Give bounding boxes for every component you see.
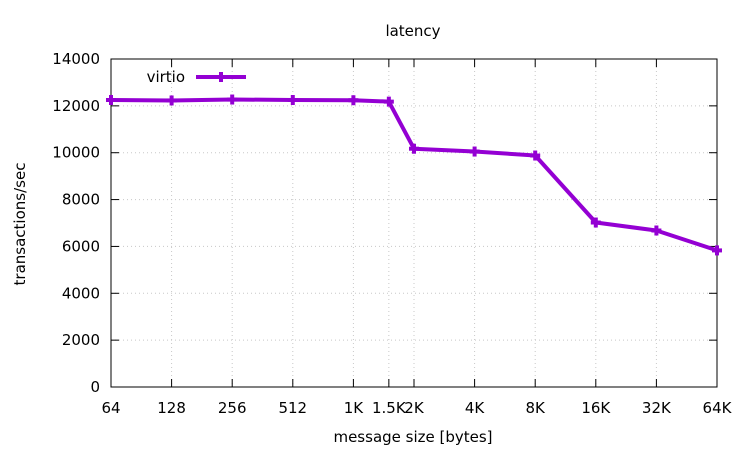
x-tick-label: 64 xyxy=(101,399,120,417)
y-tick-label: 4000 xyxy=(62,284,100,302)
series-line-virtio xyxy=(110,97,718,253)
x-tick-label: 16K xyxy=(581,399,611,417)
x-tick-label: 2K xyxy=(404,399,425,417)
data-point xyxy=(530,150,541,161)
data-point xyxy=(287,95,298,105)
x-tick-label: 512 xyxy=(278,399,307,417)
x-tick-label: 128 xyxy=(157,399,186,417)
data-point xyxy=(409,143,419,154)
x-tick-label: 1.5K xyxy=(372,399,407,417)
chart-title: latency xyxy=(385,22,440,40)
legend: virtio xyxy=(147,68,246,86)
y-axis-ticks: 0 2000 4000 6000 8000 10000 12000 14000 xyxy=(52,50,717,396)
data-point xyxy=(227,94,238,105)
data-point xyxy=(106,95,116,105)
series-virtio xyxy=(106,94,722,256)
data-point xyxy=(383,96,394,107)
x-tick-label: 8K xyxy=(526,399,547,417)
plot-frame xyxy=(110,58,718,388)
x-tick-label: 32K xyxy=(642,399,672,417)
y-axis-label: transactions/sec xyxy=(11,163,29,286)
y-tick-label: 10000 xyxy=(52,144,100,162)
legend-label-virtio: virtio xyxy=(147,68,185,86)
x-tick-label: 1K xyxy=(344,399,365,417)
y-tick-label: 14000 xyxy=(52,50,100,68)
y-tick-label: 6000 xyxy=(62,237,100,255)
x-axis-label: message size [bytes] xyxy=(333,428,492,446)
data-point xyxy=(469,146,480,157)
data-point xyxy=(166,95,177,106)
x-tick-label: 64K xyxy=(703,399,733,417)
data-point xyxy=(712,245,722,256)
x-tick-label: 4K xyxy=(465,399,486,417)
data-point xyxy=(348,95,359,106)
x-tick-label: 256 xyxy=(218,399,247,417)
data-point xyxy=(590,217,601,228)
grid xyxy=(111,59,717,387)
data-point xyxy=(651,225,662,236)
y-tick-label: 8000 xyxy=(62,191,100,209)
y-tick-label: 0 xyxy=(90,378,100,396)
y-tick-label: 2000 xyxy=(62,331,100,349)
legend-marker-virtio xyxy=(216,72,226,82)
y-tick-label: 12000 xyxy=(52,97,100,115)
